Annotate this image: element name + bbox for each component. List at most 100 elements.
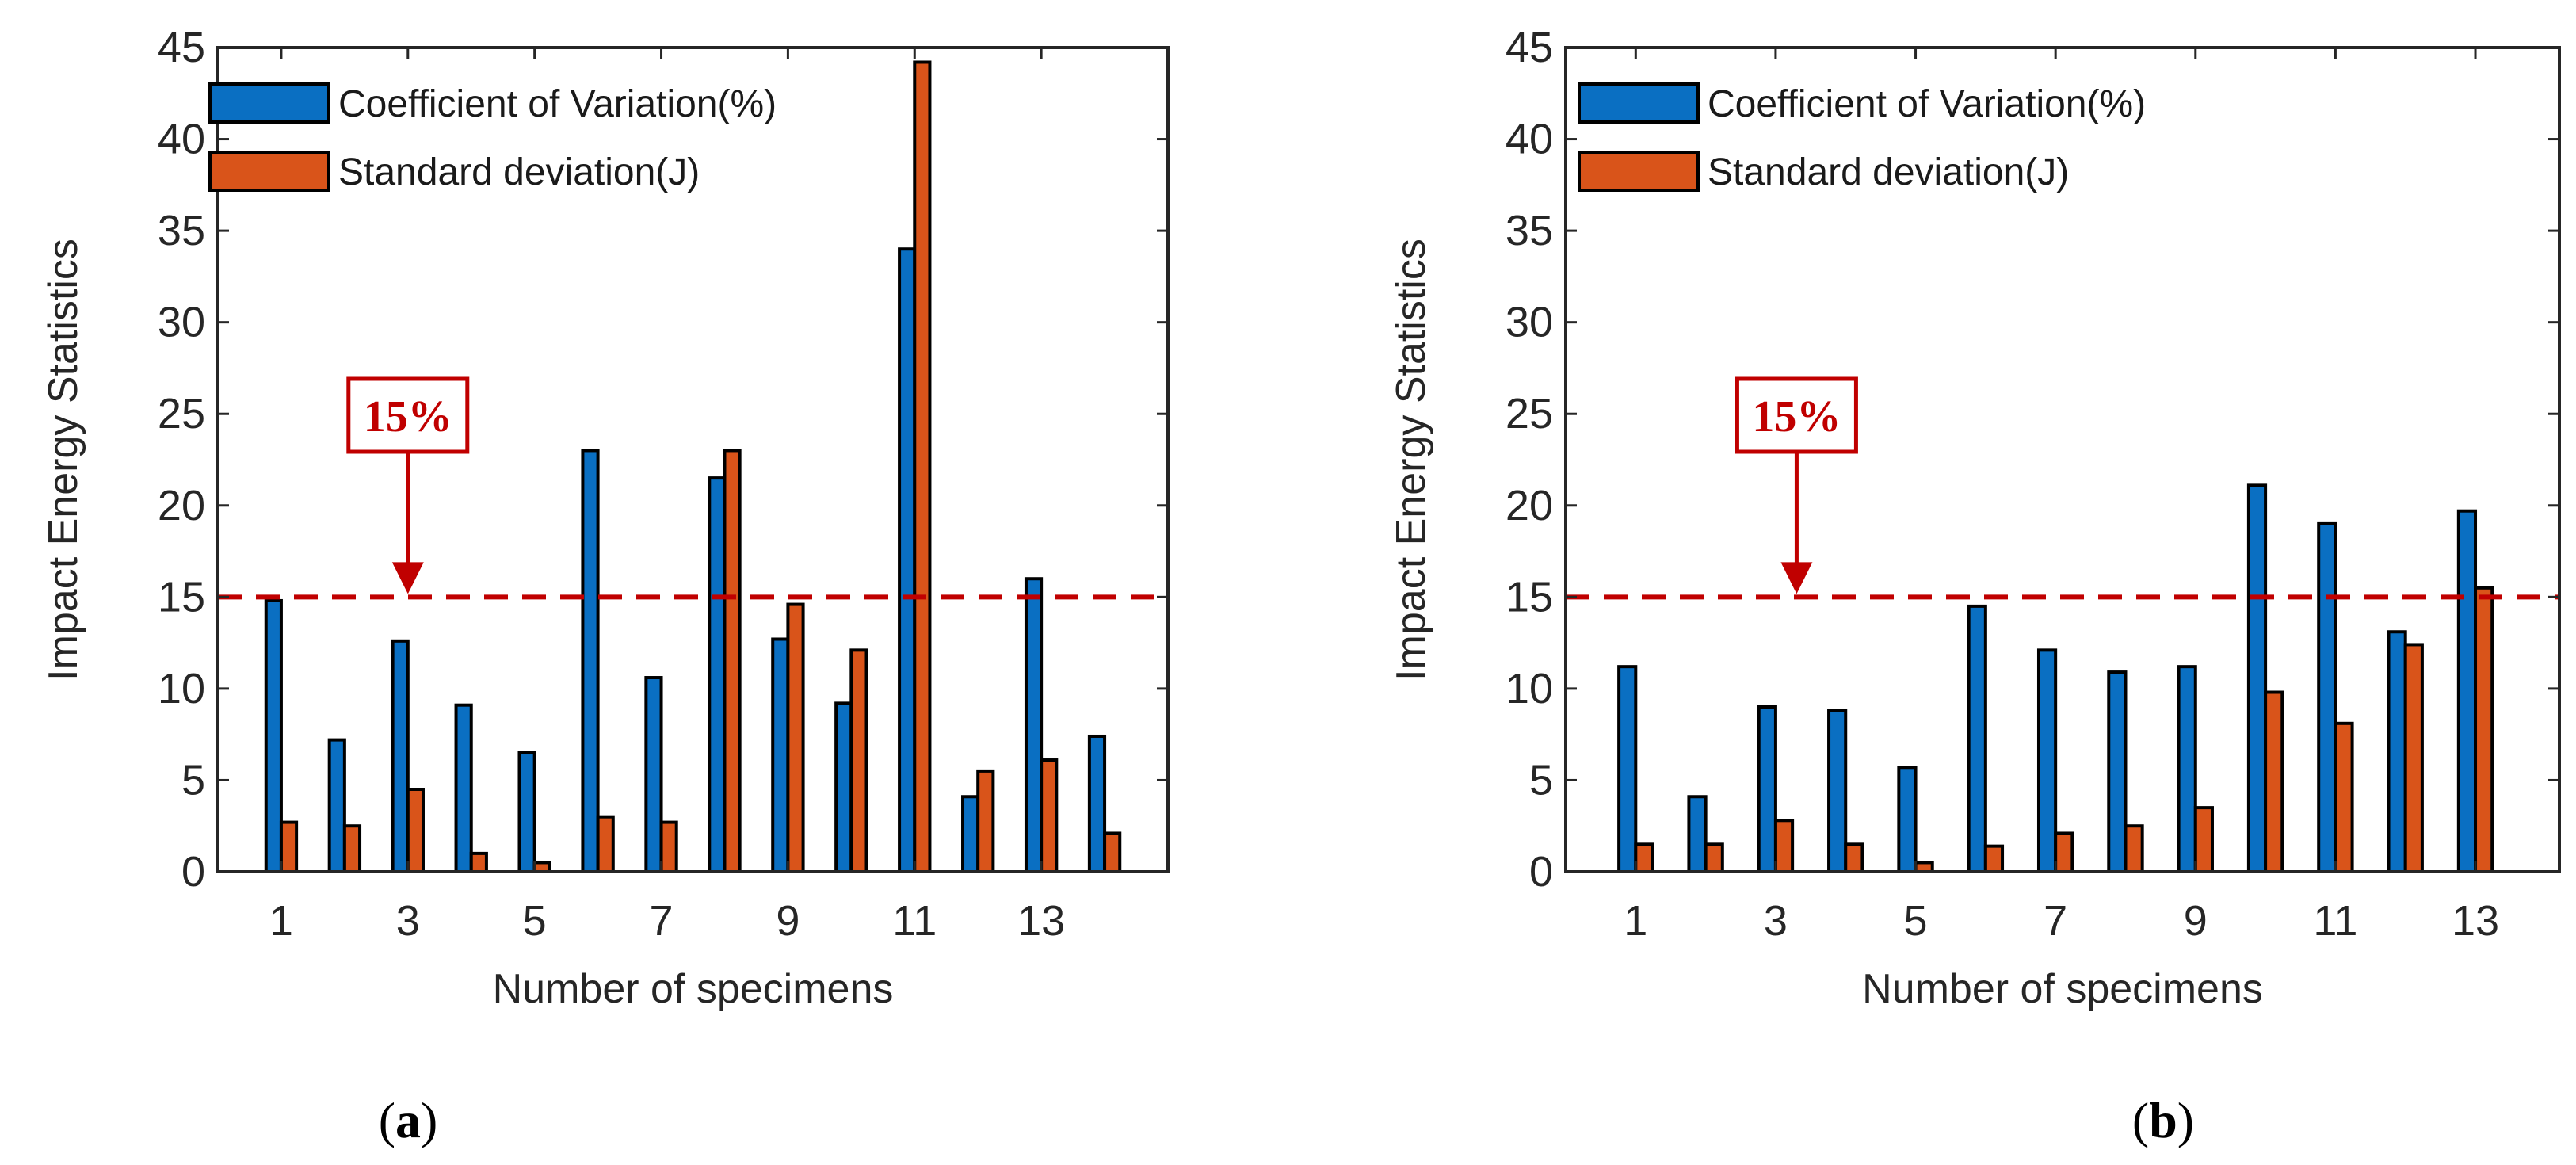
panel-label: (b) xyxy=(2132,1092,2194,1148)
legend-label-series2: Standard deviation(J) xyxy=(1708,151,2069,193)
x-axis-label: Number of specimens xyxy=(493,966,894,1012)
y-tick-label: 15 xyxy=(158,573,205,621)
x-tick-label: 7 xyxy=(2044,897,2067,945)
bar-series1-x6 xyxy=(1967,604,1987,874)
bar-series2-x2 xyxy=(1704,842,1724,874)
threshold-arrow-head xyxy=(391,562,424,594)
bar-series1-x13 xyxy=(1024,577,1044,873)
panel-label-letter: a xyxy=(395,1092,421,1148)
legend-swatch-series1 xyxy=(1578,82,1700,124)
y-tick-label: 20 xyxy=(158,482,205,529)
panel-label-close: ) xyxy=(2177,1092,2194,1148)
threshold-label-box xyxy=(346,376,470,454)
legend-swatch-series2 xyxy=(1578,151,1700,192)
bar-series1-x10 xyxy=(2246,483,2268,873)
bar-series2-x4 xyxy=(469,851,488,874)
y-tick-label: 15 xyxy=(1506,573,1553,621)
bar-series2-x9 xyxy=(2193,806,2214,873)
x-tick-label: 9 xyxy=(2184,897,2208,945)
bar-series1-x11 xyxy=(2317,521,2337,874)
y-tick-label: 30 xyxy=(1506,299,1553,346)
bar-series1-x4 xyxy=(454,703,473,874)
legend-label-series1: Coefficient of Variation(%) xyxy=(338,83,777,125)
x-tick-label: 13 xyxy=(2452,897,2499,945)
axes-frame xyxy=(216,46,1170,873)
threshold-arrow-head xyxy=(1780,562,1813,594)
bar-series1-x1 xyxy=(264,598,283,873)
x-tick-label: 5 xyxy=(523,897,547,945)
threshold-label: 15% xyxy=(1752,392,1841,441)
bar-series2-x8 xyxy=(2124,824,2144,873)
bar-series2-x14 xyxy=(1103,831,1122,874)
bar-series2-x8 xyxy=(723,449,742,873)
x-tick-label: 13 xyxy=(1017,897,1065,945)
x-tick-label: 9 xyxy=(776,897,800,945)
bar-series1-x5 xyxy=(1897,766,1918,873)
bar-series2-x1 xyxy=(1634,842,1654,874)
bar-series1-x8 xyxy=(708,476,727,873)
bar-series2-x10 xyxy=(849,648,868,873)
bar-series1-x12 xyxy=(2387,630,2407,873)
bar-series1-x2 xyxy=(1687,795,1708,873)
bar-series1-x1 xyxy=(1617,665,1638,874)
bar-series2-x11 xyxy=(2334,721,2354,873)
bar-series1-x10 xyxy=(834,701,853,874)
y-tick-label: 5 xyxy=(1529,756,1553,804)
bar-series1-x7 xyxy=(644,676,663,873)
bar-series2-x7 xyxy=(659,820,678,873)
legend-swatch-series2 xyxy=(208,151,330,192)
bar-series2-x13 xyxy=(2474,586,2494,873)
axes-frame xyxy=(1564,46,2561,873)
panel-label-letter: b xyxy=(2149,1092,2177,1148)
y-tick-label: 20 xyxy=(1506,482,1553,529)
bar-series2-x6 xyxy=(1983,844,2005,873)
bar-series1-x14 xyxy=(1087,734,1107,873)
x-tick-label: 3 xyxy=(396,897,420,945)
bar-series1-x13 xyxy=(2456,509,2478,873)
y-tick-label: 10 xyxy=(1506,665,1553,712)
bar-series2-x3 xyxy=(406,788,425,873)
y-axis-label: Impact Energy Statistics xyxy=(40,239,86,681)
bar-series1-x6 xyxy=(581,449,600,873)
bar-series2-x10 xyxy=(2264,690,2284,873)
bar-series2-x13 xyxy=(1040,758,1059,873)
bar-series2-x9 xyxy=(786,602,805,873)
bar-series2-x11 xyxy=(913,60,932,873)
bar-series1-x9 xyxy=(2177,665,2197,874)
bar-series2-x6 xyxy=(596,815,615,873)
bar-series1-x5 xyxy=(517,751,536,873)
x-tick-label: 7 xyxy=(650,897,674,945)
x-tick-label: 1 xyxy=(1624,897,1647,945)
bar-series1-x2 xyxy=(327,738,346,873)
y-tick-label: 35 xyxy=(1506,207,1553,254)
bar-series2-x1 xyxy=(279,820,299,873)
bar-series1-x9 xyxy=(771,637,790,873)
y-axis-label: Impact Energy Statistics xyxy=(1388,239,1434,681)
bar-series1-x11 xyxy=(898,247,917,873)
x-tick-label: 3 xyxy=(1764,897,1788,945)
x-tick-label: 1 xyxy=(269,897,293,945)
y-tick-label: 0 xyxy=(181,848,205,896)
legend-label-series1: Coefficient of Variation(%) xyxy=(1708,83,2146,125)
y-tick-label: 25 xyxy=(158,390,205,437)
bar-series2-x12 xyxy=(976,769,995,874)
bar-series2-x4 xyxy=(1844,842,1864,874)
y-tick-label: 45 xyxy=(1506,24,1553,71)
y-tick-label: 45 xyxy=(158,24,205,71)
legend-swatch-series1 xyxy=(208,82,330,124)
y-tick-label: 0 xyxy=(1529,848,1553,896)
y-tick-label: 10 xyxy=(158,665,205,712)
y-tick-label: 35 xyxy=(158,207,205,254)
panel-label-close: ) xyxy=(421,1092,437,1148)
bar-series1-x3 xyxy=(1757,705,1777,873)
bar-series2-x12 xyxy=(2403,643,2424,874)
bar-series2-x7 xyxy=(2054,831,2074,874)
y-tick-label: 40 xyxy=(1506,116,1553,163)
bar-series1-x8 xyxy=(2107,670,2128,873)
y-tick-label: 5 xyxy=(181,756,205,804)
bar-series2-x3 xyxy=(1773,819,1795,874)
bar-series2-x2 xyxy=(342,824,362,873)
